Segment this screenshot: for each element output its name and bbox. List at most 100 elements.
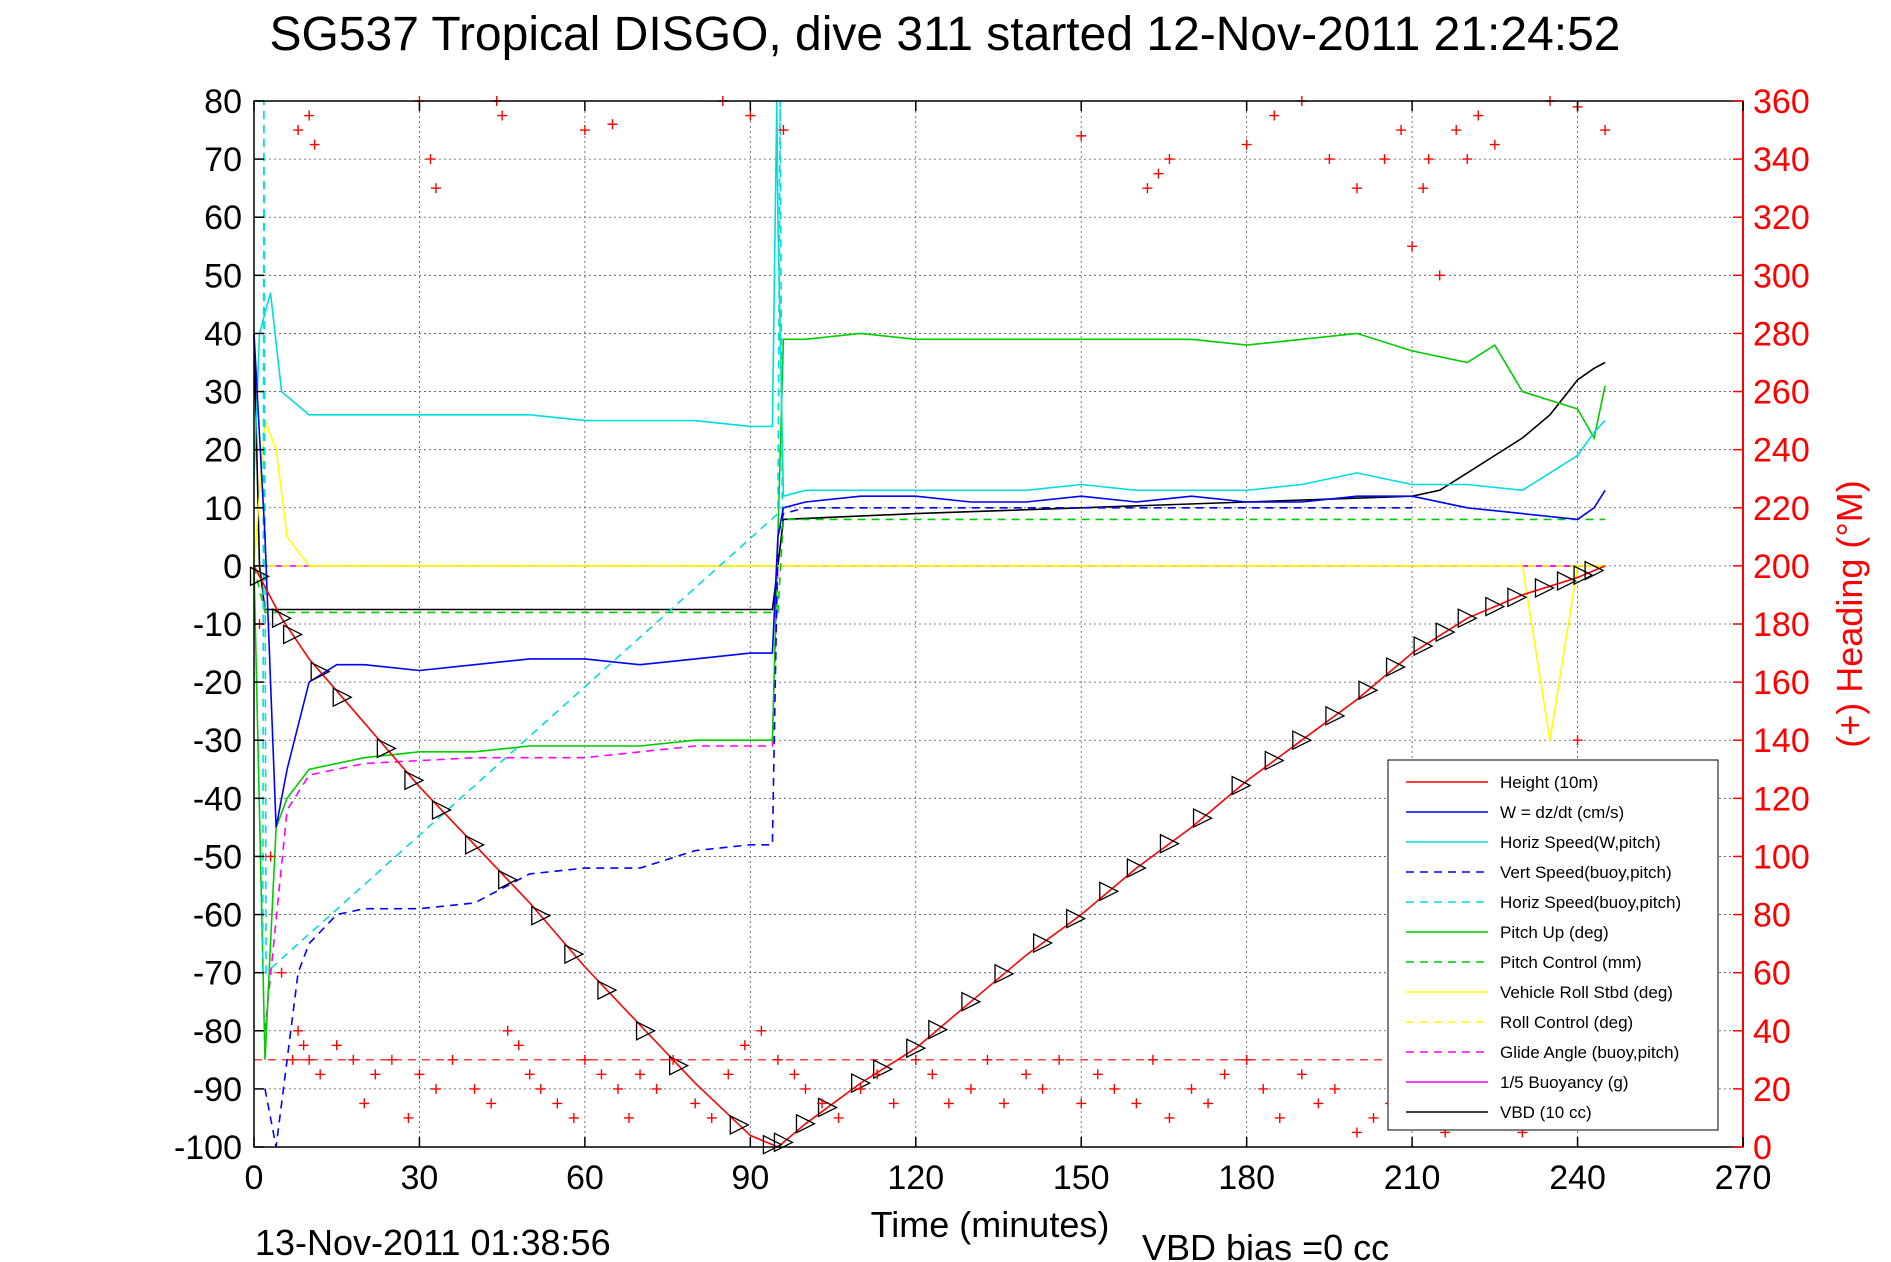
y-left-tick-label: 80 <box>204 83 242 121</box>
heading-point <box>430 183 441 194</box>
y-right-tick-label: 120 <box>1753 780 1810 818</box>
heading-point <box>739 1040 750 1051</box>
heading-point <box>1296 1069 1307 1080</box>
heading-point <box>293 1025 304 1036</box>
heading-point <box>1021 1069 1032 1080</box>
heading-point <box>348 1054 359 1065</box>
series-lines <box>253 100 1606 1148</box>
series-line-w-dz-dt-cm-s <box>253 333 1606 828</box>
heading-point <box>1164 154 1175 165</box>
heading-point <box>1037 1083 1048 1094</box>
heading-point <box>386 1054 397 1065</box>
x-tick-label: 90 <box>731 1159 769 1197</box>
y-right-tick-label: 180 <box>1753 606 1810 644</box>
y-right-tick-label: 280 <box>1753 315 1810 353</box>
y-left-tick-label: 40 <box>204 315 242 353</box>
y-right-tick-label: 140 <box>1753 722 1810 760</box>
legend-label: Horiz Speed(W,pitch) <box>1500 833 1661 852</box>
heading-point <box>1351 183 1362 194</box>
triangle-marker <box>1435 622 1456 643</box>
heading-point <box>414 1069 425 1080</box>
heading-point <box>1313 1098 1324 1109</box>
heading-point <box>1600 125 1611 136</box>
heading-point <box>778 125 789 136</box>
heading-point <box>1396 125 1407 136</box>
heading-point <box>469 1083 480 1094</box>
series-line-vert-speed-buoy-pitch <box>264 506 1413 1148</box>
heading-point <box>1258 1083 1269 1094</box>
triangle-marker <box>531 905 552 926</box>
legend-label: Roll Control (deg) <box>1500 1013 1633 1032</box>
chart-title: SG537 Tropical DISGO, dive 311 started 1… <box>270 8 1621 61</box>
heading-point <box>855 1083 866 1094</box>
heading-point <box>1407 241 1418 252</box>
heading-point <box>1473 110 1484 121</box>
triangle-marker <box>635 1020 657 1041</box>
y-right-tick-label: 40 <box>1753 1013 1791 1051</box>
triangle-marker <box>332 687 353 708</box>
heading-point <box>1164 1112 1175 1123</box>
heading-point <box>430 1083 441 1094</box>
y-right-tick-label: 200 <box>1753 548 1810 586</box>
triangle-marker <box>1032 932 1054 954</box>
heading-point <box>1451 125 1462 136</box>
x-axis-label: Time (minutes) <box>871 1204 1110 1245</box>
y-right-tick-label: 340 <box>1753 141 1810 179</box>
y-left-tick-label: -60 <box>193 897 242 935</box>
triangle-marker <box>1556 570 1577 592</box>
heading-point <box>999 1098 1010 1109</box>
y-right-tick-label: 320 <box>1753 199 1810 237</box>
heading-point <box>309 139 320 150</box>
legend-label: Vehicle Roll Stbd (deg) <box>1500 983 1673 1002</box>
heading-point <box>304 1054 315 1065</box>
heading-point <box>982 1054 993 1065</box>
heading-point <box>1203 1098 1214 1109</box>
heading-point <box>403 1112 414 1123</box>
y-left-tick-label: -80 <box>193 1013 242 1051</box>
heading-point <box>315 1069 326 1080</box>
heading-point <box>745 110 756 121</box>
heading-point <box>1489 139 1500 150</box>
triangle-marker <box>1264 750 1285 771</box>
heading-point <box>756 1025 767 1036</box>
heading-point <box>1142 183 1153 194</box>
heading-point <box>1241 1054 1252 1065</box>
y-left-tick-label: 0 <box>223 548 242 586</box>
heading-point <box>1131 1098 1142 1109</box>
triangle-marker <box>762 1134 783 1155</box>
heading-point <box>800 1083 811 1094</box>
triangle-marker <box>404 770 425 791</box>
y-left-tick-label: 70 <box>204 141 242 179</box>
y-right-tick-label: 220 <box>1753 490 1810 528</box>
heading-point <box>1186 1083 1197 1094</box>
triangle-marker <box>597 980 618 1001</box>
triangle-marker <box>1358 680 1379 701</box>
legend-label: Horiz Speed(buoy,pitch) <box>1500 893 1681 912</box>
heading-point <box>1329 1083 1340 1094</box>
triangle-marker <box>1159 833 1180 854</box>
heading-point <box>568 1112 579 1123</box>
triangle-marker <box>1385 656 1407 678</box>
triangle-marker <box>1192 808 1214 829</box>
heading-point <box>1076 1098 1087 1109</box>
left-axis-ticks: -100-90-80-70-60-50-40-30-20-10010203040… <box>174 83 264 1167</box>
y-right-tick-label: 260 <box>1753 374 1810 412</box>
heading-point <box>524 1069 535 1080</box>
legend-box <box>1387 759 1719 1131</box>
heading-point <box>723 1069 734 1080</box>
triangle-marker <box>564 944 585 965</box>
heading-point <box>1572 735 1583 746</box>
heading-point <box>370 1069 381 1080</box>
heading-point <box>552 1098 563 1109</box>
y-left-tick-label: 30 <box>204 374 242 412</box>
y-right-tick-label: 0 <box>1753 1129 1772 1167</box>
legend-label: 1/5 Buoyancy (g) <box>1500 1073 1629 1092</box>
triangle-marker <box>994 963 1015 984</box>
heading-point <box>1269 110 1280 121</box>
y-right-tick-label: 300 <box>1753 257 1810 295</box>
y-left-tick-label: -70 <box>193 955 242 993</box>
y-left-tick-label: 60 <box>204 199 242 237</box>
legend-label: Vert Speed(buoy,pitch) <box>1500 863 1672 882</box>
triangle-marker <box>1231 775 1252 796</box>
right-axis-label: (+) Heading (°M) <box>1829 480 1870 747</box>
